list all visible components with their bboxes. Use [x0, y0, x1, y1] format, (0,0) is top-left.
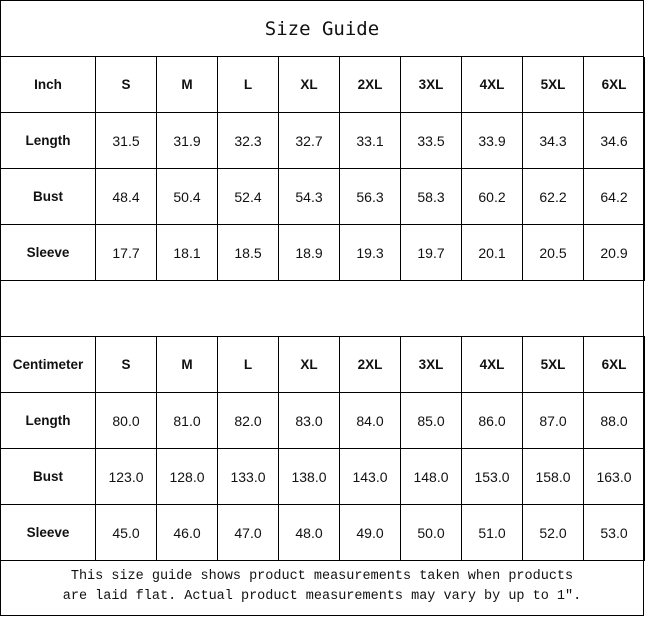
- footer-line: This size guide shows product measuremen…: [70, 569, 574, 584]
- spacer-row: [0, 280, 645, 337]
- size-header: L: [217, 57, 279, 113]
- size-header: 4XL: [461, 57, 523, 113]
- value-cell: 64.2: [583, 168, 645, 225]
- value-cell: 87.0: [522, 392, 584, 449]
- size-table: Inch S M L XL 2XL 3XL 4XL 5XL 6XL Length 31.5 31.9 32…: [0, 57, 645, 561]
- value-cell: 18.1: [156, 224, 218, 281]
- size-header: 6XL: [583, 336, 645, 393]
- value-cell: 32.3: [217, 112, 279, 169]
- value-cell: 34.3: [522, 112, 584, 169]
- value-cell: 163.0: [583, 448, 645, 505]
- row-label: Bust: [0, 448, 96, 505]
- value-cell: 20.9: [583, 224, 645, 281]
- value-cell: 50.0: [400, 504, 462, 561]
- value-cell: 50.4: [156, 168, 218, 225]
- table-row: Sleeve 17.7 18.1 18.5 18.9 19.3 19.7 20.1 20.5 20…: [0, 224, 645, 281]
- value-cell: 88.0: [583, 392, 645, 449]
- table-row: Bust 123.0 128.0 133.0 138.0 143.0 148.0 153.0 1…: [0, 448, 645, 505]
- value-cell: 123.0: [95, 448, 157, 505]
- spacer: [0, 280, 645, 337]
- value-cell: 53.0: [583, 504, 645, 561]
- value-cell: 82.0: [217, 392, 279, 449]
- value-cell: 34.6: [583, 112, 645, 169]
- unit-header: Centimeter: [0, 336, 96, 393]
- size-header: S: [95, 57, 157, 113]
- table-row: Bust 48.4 50.4 52.4 54.3 56.3 58.3 60.2 62.2 64.2: [0, 168, 645, 225]
- value-cell: 17.7: [95, 224, 157, 281]
- row-label: Sleeve: [0, 224, 96, 281]
- value-cell: 58.3: [400, 168, 462, 225]
- value-cell: 20.5: [522, 224, 584, 281]
- value-cell: 51.0: [461, 504, 523, 561]
- unit-header: Inch: [0, 57, 96, 113]
- value-cell: 153.0: [461, 448, 523, 505]
- size-header: 5XL: [522, 57, 584, 113]
- size-header: XL: [278, 57, 340, 113]
- table-row: Sleeve 45.0 46.0 47.0 48.0 49.0 50.0 51.0 52.0 53…: [0, 504, 645, 561]
- size-header: 4XL: [461, 336, 523, 393]
- value-cell: 48.4: [95, 168, 157, 225]
- value-cell: 133.0: [217, 448, 279, 505]
- size-header: S: [95, 336, 157, 393]
- value-cell: 18.5: [217, 224, 279, 281]
- footer-line: are laid flat. Actual product measuremen…: [62, 589, 582, 604]
- value-cell: 31.5: [95, 112, 157, 169]
- value-cell: 52.0: [522, 504, 584, 561]
- value-cell: 60.2: [461, 168, 523, 225]
- value-cell: 20.1: [461, 224, 523, 281]
- value-cell: 56.3: [339, 168, 401, 225]
- value-cell: 45.0: [95, 504, 157, 561]
- value-cell: 80.0: [95, 392, 157, 449]
- value-cell: 158.0: [522, 448, 584, 505]
- page-title: Size Guide: [1, 1, 643, 57]
- value-cell: 84.0: [339, 392, 401, 449]
- value-cell: 19.7: [400, 224, 462, 281]
- table-row: Length 31.5 31.9 32.3 32.7 33.1 33.5 33.9 34.3 34…: [0, 112, 645, 169]
- size-header: 2XL: [339, 336, 401, 393]
- value-cell: 19.3: [339, 224, 401, 281]
- size-header: M: [156, 336, 218, 393]
- value-cell: 85.0: [400, 392, 462, 449]
- value-cell: 48.0: [278, 504, 340, 561]
- size-header: 3XL: [400, 336, 462, 393]
- value-cell: 18.9: [278, 224, 340, 281]
- size-header: 3XL: [400, 57, 462, 113]
- value-cell: 49.0: [339, 504, 401, 561]
- header-row: Centimeter S M L XL 2XL 3XL 4XL 5XL 6XL: [0, 336, 645, 393]
- value-cell: 33.9: [461, 112, 523, 169]
- value-cell: 148.0: [400, 448, 462, 505]
- value-cell: 47.0: [217, 504, 279, 561]
- value-cell: 54.3: [278, 168, 340, 225]
- value-cell: 143.0: [339, 448, 401, 505]
- value-cell: 138.0: [278, 448, 340, 505]
- value-cell: 52.4: [217, 168, 279, 225]
- value-cell: 32.7: [278, 112, 340, 169]
- size-header: M: [156, 57, 218, 113]
- footer-note: This size guide shows product measuremen…: [1, 559, 643, 615]
- size-header: 6XL: [583, 57, 645, 113]
- value-cell: 62.2: [522, 168, 584, 225]
- header-row: Inch S M L XL 2XL 3XL 4XL 5XL 6XL: [0, 57, 645, 113]
- value-cell: 46.0: [156, 504, 218, 561]
- row-label: Length: [0, 392, 96, 449]
- row-label: Sleeve: [0, 504, 96, 561]
- value-cell: 81.0: [156, 392, 218, 449]
- value-cell: 33.5: [400, 112, 462, 169]
- value-cell: 86.0: [461, 392, 523, 449]
- table-row: Length 80.0 81.0 82.0 83.0 84.0 85.0 86.0 87.0 88…: [0, 392, 645, 449]
- size-header: XL: [278, 336, 340, 393]
- value-cell: 33.1: [339, 112, 401, 169]
- value-cell: 83.0: [278, 392, 340, 449]
- row-label: Length: [0, 112, 96, 169]
- size-header: 2XL: [339, 57, 401, 113]
- size-header: L: [217, 336, 279, 393]
- value-cell: 31.9: [156, 112, 218, 169]
- value-cell: 128.0: [156, 448, 218, 505]
- row-label: Bust: [0, 168, 96, 225]
- size-header: 5XL: [522, 336, 584, 393]
